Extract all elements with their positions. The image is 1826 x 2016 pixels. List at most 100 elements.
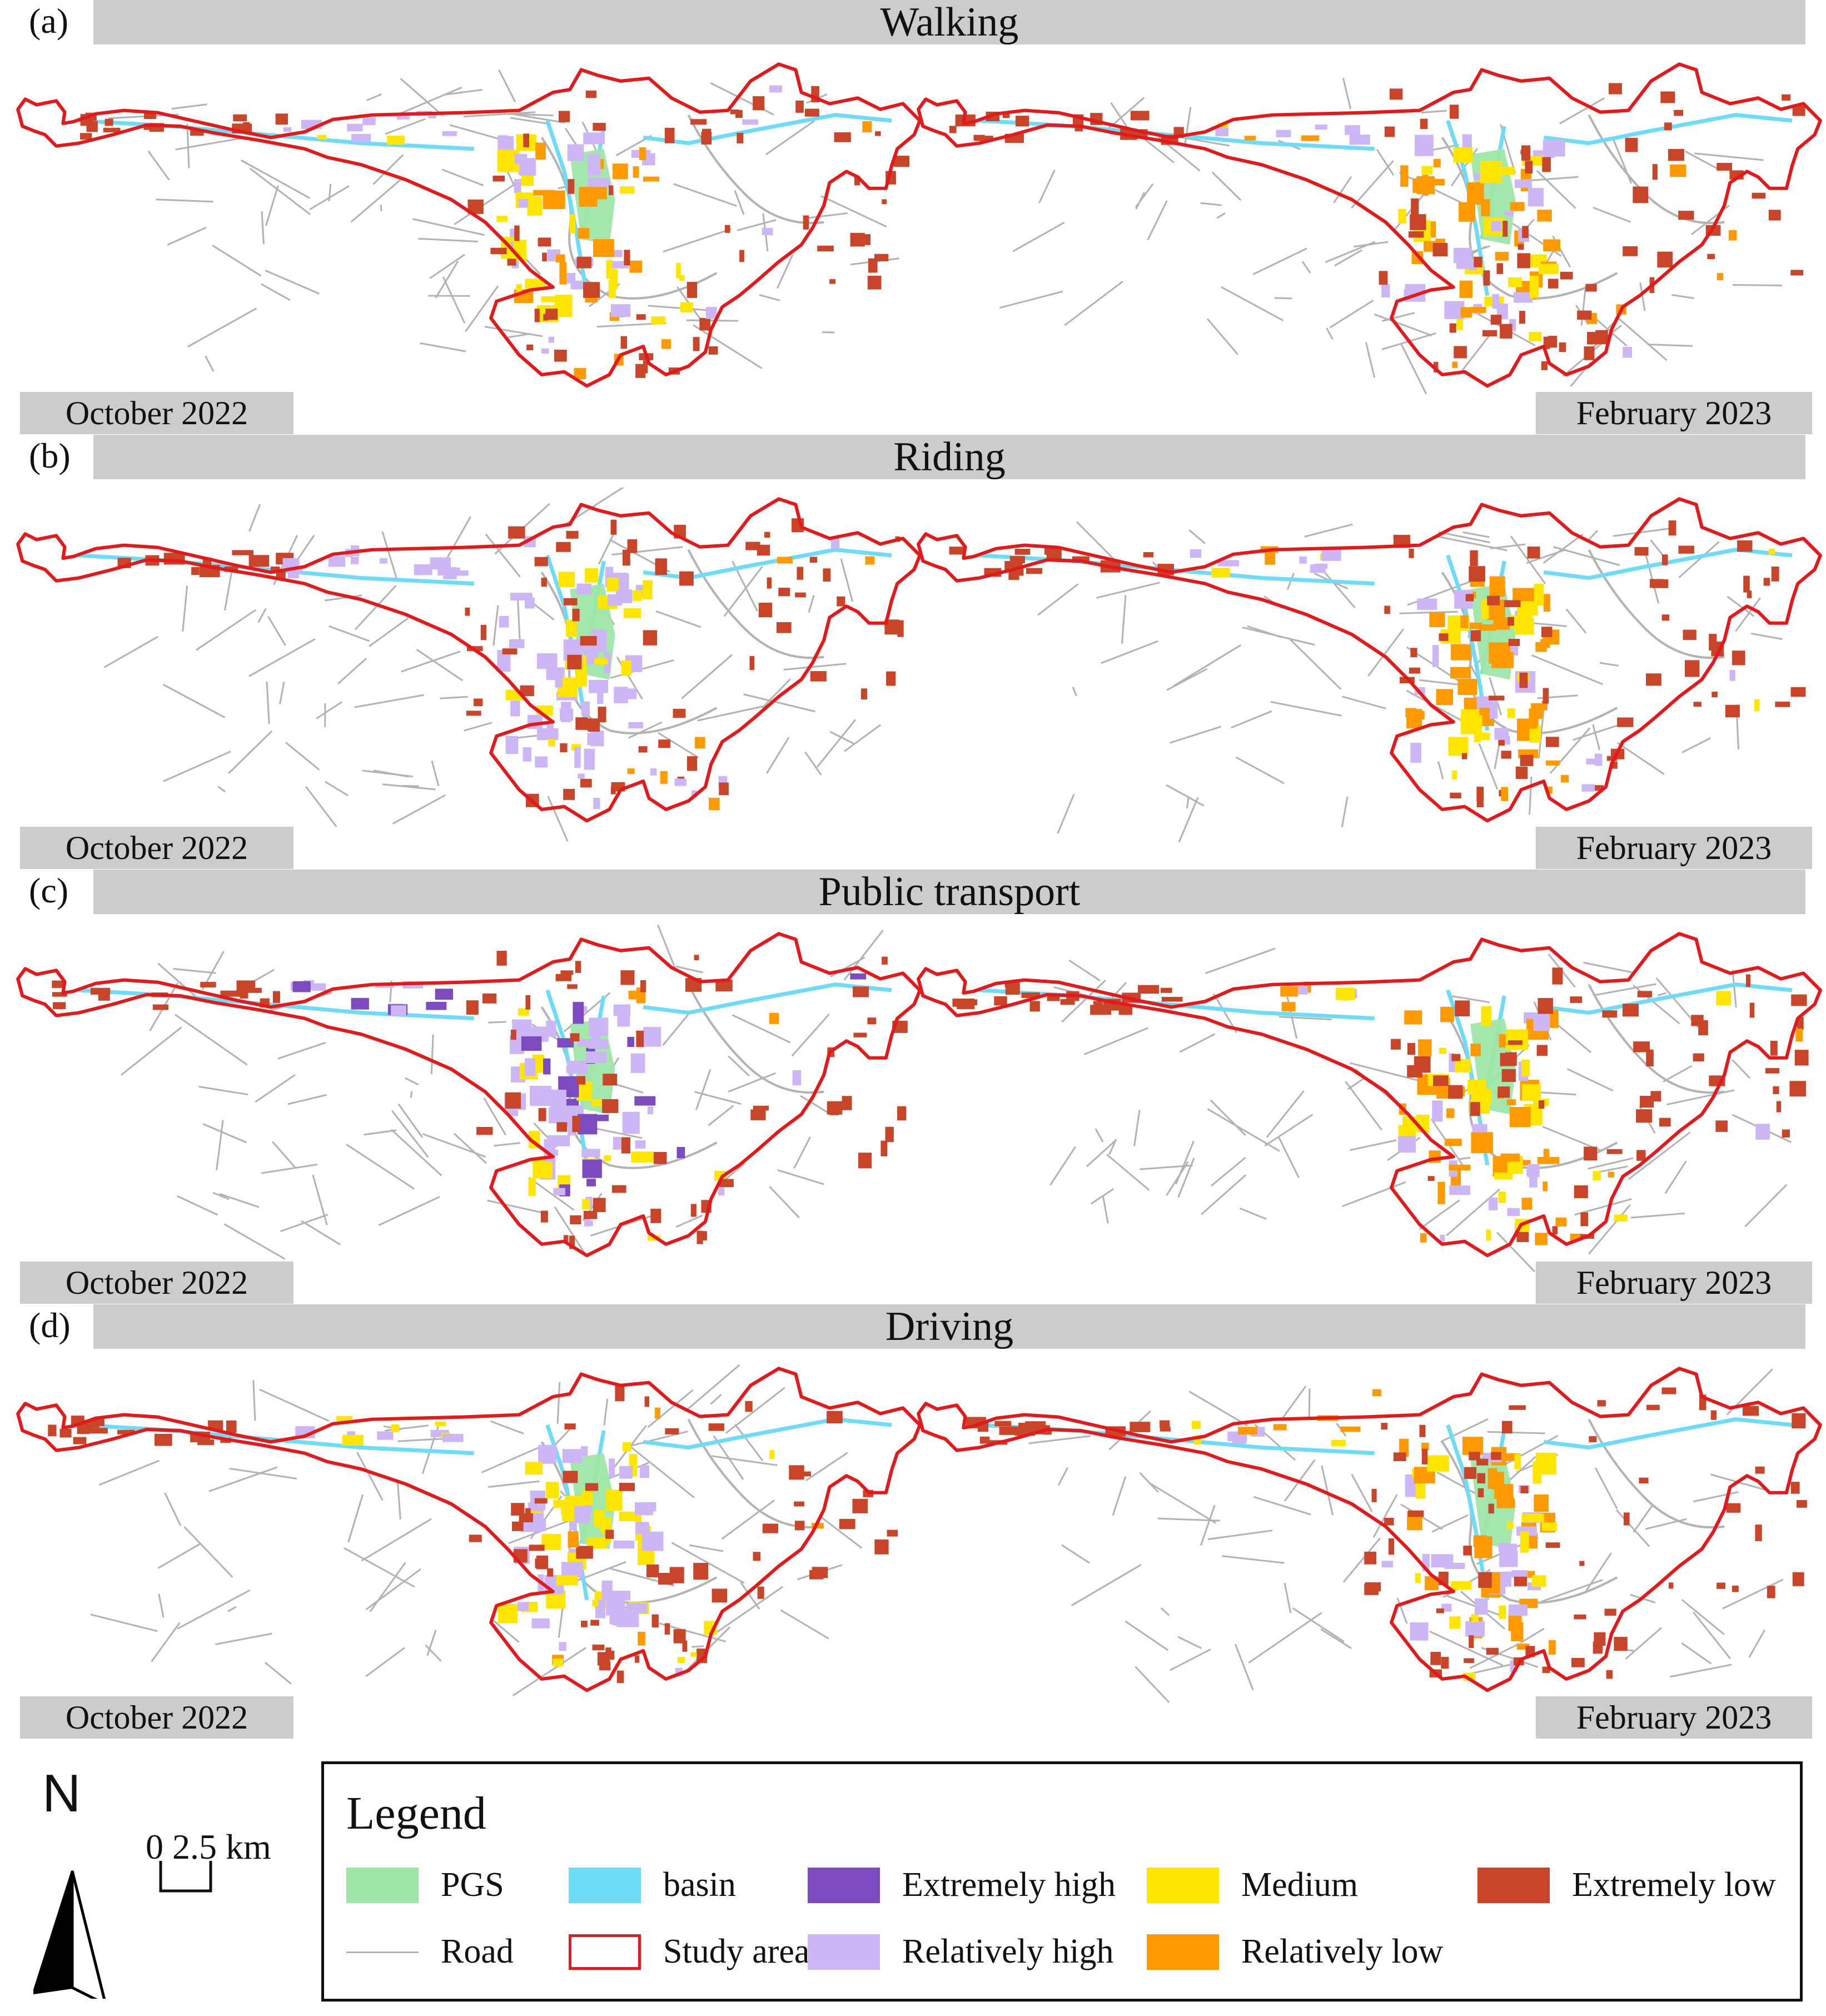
road	[1090, 1188, 1114, 1205]
level-block	[635, 364, 646, 378]
road	[1166, 668, 1208, 691]
level-block	[1542, 157, 1551, 172]
level-block	[1584, 1146, 1598, 1161]
level-block	[1519, 672, 1528, 688]
road	[356, 1452, 384, 1501]
level-block	[568, 1531, 579, 1548]
level-block	[1707, 254, 1715, 260]
level-block	[1393, 1452, 1406, 1462]
level-block	[1538, 1100, 1545, 1109]
road	[98, 1459, 160, 1486]
road	[658, 732, 699, 759]
level-block	[1661, 1387, 1676, 1394]
level-block	[575, 717, 588, 730]
level-block	[1517, 253, 1530, 269]
panel-title: Riding	[893, 434, 1006, 480]
level-block	[1427, 1455, 1449, 1472]
level-block	[1486, 1229, 1491, 1241]
road	[776, 254, 794, 289]
level-block	[466, 711, 481, 716]
level-block	[614, 687, 628, 703]
level-block	[1543, 1181, 1548, 1191]
road	[426, 1630, 437, 1656]
level-block	[342, 1434, 364, 1446]
level-block	[1586, 758, 1597, 764]
legend-swatch	[808, 1867, 880, 1903]
legend-swatch	[1147, 1934, 1219, 1970]
level-block	[633, 590, 643, 601]
road	[1068, 959, 1101, 982]
level-block	[627, 768, 635, 774]
level-block	[1625, 137, 1638, 152]
legend-swatch	[1147, 1867, 1219, 1903]
level-block	[676, 1146, 685, 1159]
level-block	[1499, 1034, 1508, 1048]
road	[673, 183, 737, 207]
level-block	[1709, 634, 1717, 651]
level-block	[573, 1002, 584, 1024]
level-block	[750, 1109, 766, 1120]
road	[1231, 710, 1272, 729]
level-block	[570, 1033, 580, 1042]
road	[392, 794, 446, 825]
level-block	[1415, 1478, 1426, 1499]
level-block	[1522, 226, 1529, 239]
level-block	[643, 360, 648, 374]
level-block	[604, 1155, 611, 1161]
level-block	[753, 96, 765, 111]
level-block	[1450, 792, 1461, 799]
level-block	[690, 1652, 697, 1657]
level-block	[1015, 116, 1029, 127]
road	[1681, 737, 1711, 753]
road	[1693, 1611, 1732, 1660]
level-block	[842, 1096, 852, 1110]
level-block	[635, 1522, 649, 1535]
level-block	[443, 567, 457, 579]
road	[1061, 1544, 1090, 1564]
road	[364, 1129, 397, 1136]
level-block	[686, 756, 698, 771]
level-block	[542, 252, 547, 262]
level-block	[200, 982, 216, 988]
level-block	[588, 154, 601, 176]
road	[285, 742, 320, 771]
level-block	[1026, 568, 1043, 574]
road	[723, 565, 763, 617]
level-block	[1417, 598, 1437, 610]
level-block	[510, 701, 520, 717]
level-block	[553, 1499, 568, 1508]
level-block	[505, 736, 519, 754]
panel-title-bar: Riding	[93, 434, 1805, 480]
level-block	[1745, 974, 1751, 987]
level-block	[1646, 673, 1661, 686]
level-block	[803, 215, 809, 230]
road	[1183, 107, 1192, 147]
road	[613, 1083, 644, 1094]
level-block	[850, 232, 865, 247]
road	[1086, 1140, 1116, 1168]
level-block	[496, 951, 507, 966]
road	[259, 1388, 330, 1422]
level-block	[1421, 166, 1432, 175]
level-block	[1543, 688, 1549, 704]
road	[1559, 97, 1605, 125]
level-block	[609, 1591, 631, 1601]
legend-label: Relatively low	[1241, 1933, 1444, 1970]
level-block	[1384, 1517, 1394, 1526]
level-block	[719, 1179, 734, 1188]
level-block	[1614, 1214, 1628, 1221]
level-blocks	[79, 85, 910, 380]
level-block	[1589, 1436, 1597, 1443]
legend-swatch	[346, 1867, 419, 1903]
level-block	[1002, 111, 1010, 118]
level-block	[682, 1640, 688, 1652]
level-block	[1790, 270, 1804, 276]
level-block	[567, 144, 584, 161]
level-block	[673, 708, 686, 718]
level-block	[514, 179, 521, 193]
road	[1469, 1643, 1519, 1669]
level-block	[1436, 1608, 1444, 1613]
road	[1429, 1630, 1503, 1666]
road	[999, 290, 1063, 309]
road	[1540, 1579, 1603, 1603]
